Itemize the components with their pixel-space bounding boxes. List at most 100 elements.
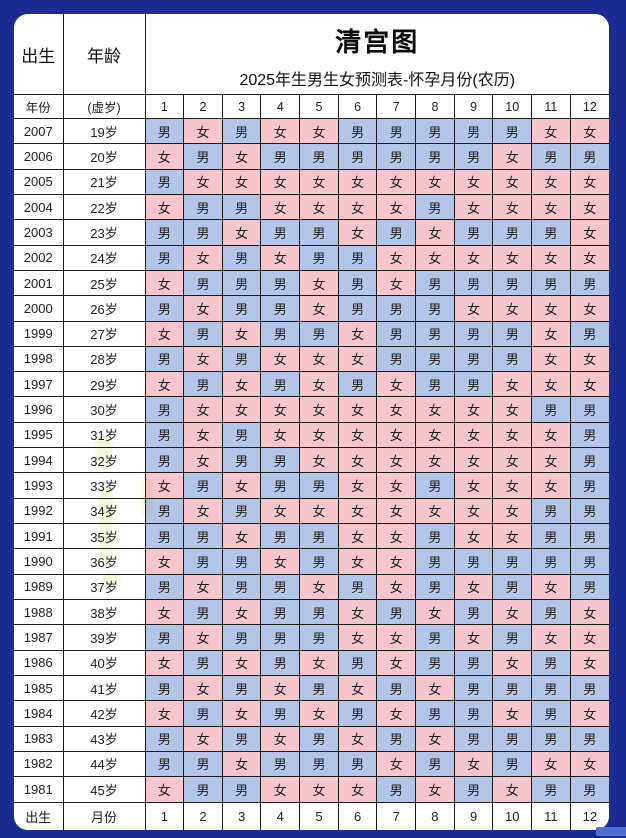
gender-cell-female: 女 xyxy=(569,624,609,651)
table-row: 2002 24岁男女男女男男女女女女女女 xyxy=(14,244,609,271)
gender-cell-male: 男 xyxy=(299,548,339,575)
year-cell: 2006 xyxy=(14,143,64,170)
table-row: 1998 28岁男女男女女女男男男男女女 xyxy=(14,345,609,373)
gender-cell-female: 女 xyxy=(337,674,378,702)
gender-cell-female: 女 xyxy=(569,371,609,398)
gender-cell-male: 男 xyxy=(415,472,455,499)
gender-cell-male: 男 xyxy=(453,320,494,347)
gender-cell-female: 女 xyxy=(299,421,339,449)
gender-cell-female: 女 xyxy=(569,168,609,195)
gender-cell-female: 女 xyxy=(144,320,185,347)
gender-cell-female: 女 xyxy=(492,371,533,398)
gender-cell-female: 女 xyxy=(299,269,339,297)
gender-cell-female: 女 xyxy=(144,700,185,727)
year-column-header: 年份 xyxy=(14,94,64,119)
gender-cell-male: 男 xyxy=(569,447,609,474)
gender-cell-male: 男 xyxy=(221,269,262,297)
gender-cell-male: 男 xyxy=(337,649,378,676)
gender-cell-male: 男 xyxy=(492,674,533,702)
gender-cell-male: 男 xyxy=(260,750,301,778)
gender-cell-female: 女 xyxy=(299,700,339,727)
gender-cell-female: 女 xyxy=(144,649,185,676)
birth-header: 出生 xyxy=(14,14,64,95)
age-cell: 37岁 xyxy=(62,573,146,600)
gender-cell-male: 男 xyxy=(337,700,378,727)
age-cell: 24岁 xyxy=(62,244,146,271)
gender-cell-female: 女 xyxy=(183,674,223,702)
gender-cell-female: 女 xyxy=(531,472,571,499)
table-row: 1991 35岁男男女男男女女男女女男男 xyxy=(14,522,609,550)
gender-cell-male: 男 xyxy=(531,522,571,550)
gender-cell-male: 男 xyxy=(376,320,417,347)
gender-cell-female: 女 xyxy=(260,776,301,803)
gender-cell-male: 男 xyxy=(144,345,185,373)
age-cell: 44岁 xyxy=(62,750,146,778)
gender-cell-male: 男 xyxy=(415,522,455,550)
gender-cell-female: 女 xyxy=(337,497,378,525)
gender-cell-male: 男 xyxy=(183,269,223,297)
gender-cell-female: 女 xyxy=(260,117,301,145)
gender-cell-male: 男 xyxy=(569,269,609,297)
age-cell: 42岁 xyxy=(62,700,146,727)
month-number-cell: 4 xyxy=(260,94,301,119)
gender-cell-female: 女 xyxy=(492,193,533,221)
gender-cell-female: 女 xyxy=(453,497,494,525)
gender-cell-male: 男 xyxy=(144,244,185,271)
age-cell: 29岁 xyxy=(62,371,146,398)
year-cell: 1989 xyxy=(14,573,64,600)
gender-cell-female: 女 xyxy=(376,522,417,550)
gender-cell-female: 女 xyxy=(260,396,301,423)
year-cell: 1998 xyxy=(14,345,64,373)
gender-cell-female: 女 xyxy=(337,624,378,651)
gender-cell-male: 男 xyxy=(492,573,533,600)
gender-cell-female: 女 xyxy=(415,396,455,423)
gender-cell-female: 女 xyxy=(144,371,185,398)
gender-cell-female: 女 xyxy=(299,345,339,373)
gender-cell-female: 女 xyxy=(453,624,494,651)
gender-cell-female: 女 xyxy=(183,497,223,525)
gender-cell-female: 女 xyxy=(492,472,533,499)
gender-cell-male: 男 xyxy=(144,117,185,145)
gender-cell-female: 女 xyxy=(183,421,223,449)
gender-cell-male: 男 xyxy=(221,295,262,322)
gender-cell-female: 女 xyxy=(299,447,339,474)
gender-cell-female: 女 xyxy=(221,371,262,398)
gender-cell-male: 男 xyxy=(260,447,301,474)
year-cell: 1995 xyxy=(14,421,64,449)
gender-cell-female: 女 xyxy=(376,573,417,600)
gender-cell-female: 女 xyxy=(337,421,378,449)
gender-cell-male: 男 xyxy=(492,750,533,778)
gender-cell-male: 男 xyxy=(453,776,494,803)
gender-cell-male: 男 xyxy=(453,725,494,752)
gender-cell-male: 男 xyxy=(531,219,571,246)
year-cell: 1985 xyxy=(14,674,64,702)
year-cell: 2003 xyxy=(14,219,64,246)
gender-cell-male: 男 xyxy=(221,674,262,702)
gender-cell-female: 女 xyxy=(376,700,417,727)
gender-cell-male: 男 xyxy=(492,624,533,651)
age-cell: 36岁 xyxy=(62,548,146,575)
gender-cell-male: 男 xyxy=(376,674,417,702)
gender-cell-female: 女 xyxy=(569,345,609,373)
gender-cell-male: 男 xyxy=(299,624,339,651)
gender-cell-female: 女 xyxy=(531,750,571,778)
gender-cell-male: 男 xyxy=(183,371,223,398)
gender-cell-male: 男 xyxy=(260,624,301,651)
gender-cell-male: 男 xyxy=(415,143,455,170)
month-number-cell: 2 xyxy=(183,801,223,830)
gender-cell-male: 男 xyxy=(144,725,185,752)
gender-cell-female: 女 xyxy=(453,295,494,322)
gender-cell-male: 男 xyxy=(299,472,339,499)
gender-cell-female: 女 xyxy=(492,700,533,727)
gender-cell-male: 男 xyxy=(337,269,378,297)
gender-cell-male: 男 xyxy=(492,725,533,752)
gender-cell-male: 男 xyxy=(144,219,185,246)
gender-cell-female: 女 xyxy=(531,421,571,449)
gender-cell-female: 女 xyxy=(144,776,185,803)
gender-cell-male: 男 xyxy=(453,143,494,170)
gender-cell-female: 女 xyxy=(337,396,378,423)
age-header: 年龄 xyxy=(62,14,146,95)
gender-cell-female: 女 xyxy=(376,396,417,423)
gender-cell-female: 女 xyxy=(531,320,571,347)
